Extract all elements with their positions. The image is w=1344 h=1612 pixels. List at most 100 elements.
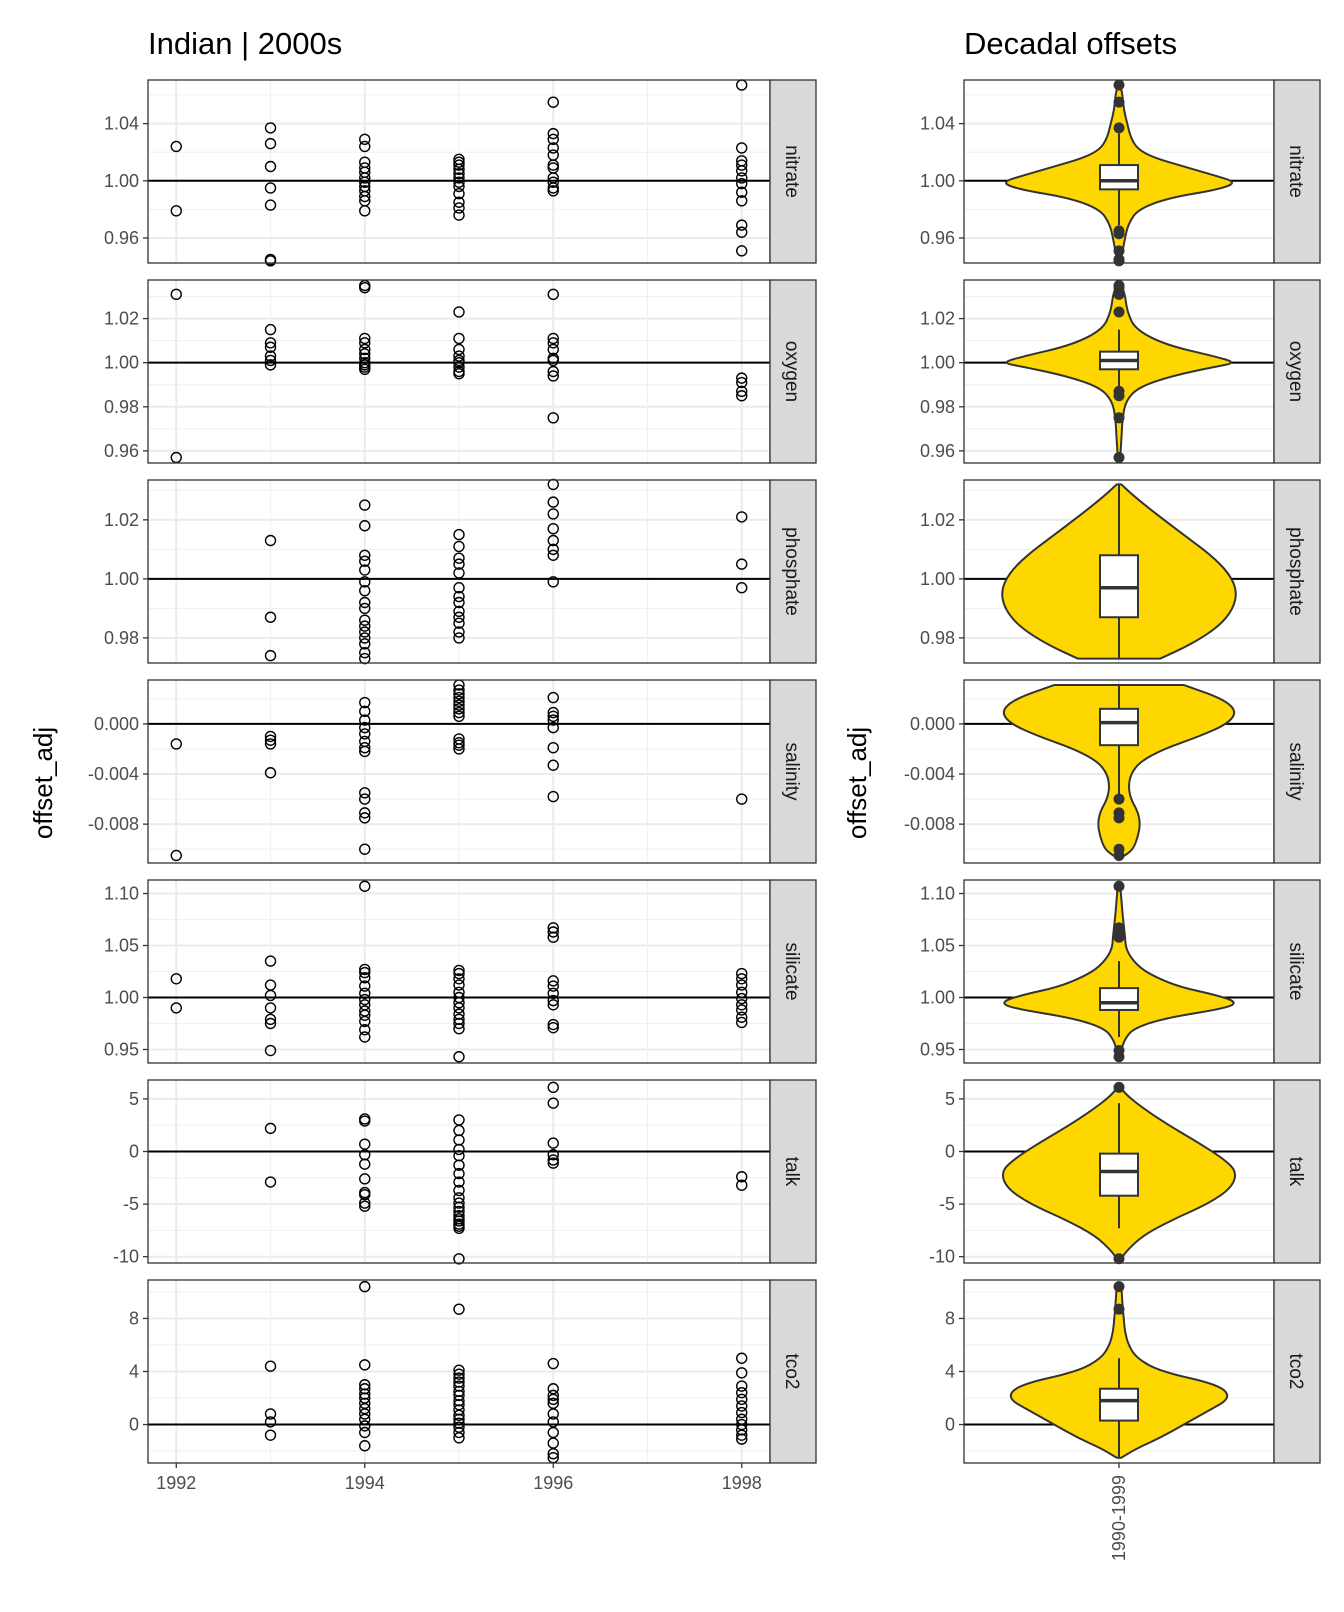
data-point-nitrate [453,167,465,180]
data-point-phosphate [359,638,371,650]
left-x-tick-label: 1994 [345,1473,385,1493]
data-point-tco2 [547,1408,559,1420]
data-point-talk [547,1148,559,1161]
data-point-salinity [359,728,371,740]
data-point-tco2 [453,1303,465,1315]
left-strip-label-salinity: salinity [781,742,802,801]
left-strip-label-silicate: silicate [781,942,802,1000]
left-chart-title: Indian | 2000s [148,26,342,61]
left-y-tick-label-silicate: 1.00 [104,987,139,1007]
left-y-tick-label-salinity: 0.000 [94,714,139,734]
right-y-tick-label-salinity: 0.000 [910,714,955,734]
data-point-salinity [264,738,277,750]
right-y-tick-label-tco2: 0 [945,1415,955,1435]
left-strip-label-talk: talk [781,1157,802,1187]
outlier-point-talk [1113,1253,1125,1265]
data-point-nitrate [359,172,371,184]
data-point-tco2 [547,1357,559,1370]
data-point-oxygen [547,370,559,382]
right-strip-silicate [1273,879,1321,1064]
outlier-point-nitrate [1113,228,1125,240]
data-point-silicate [547,987,559,1000]
right-y-axis-label: offset_adj [842,727,872,839]
data-point-salinity [547,691,559,704]
data-point-silicate [264,1044,277,1057]
right-y-tick-label-talk: -5 [939,1194,955,1214]
data-point-phosphate [547,496,559,508]
data-point-tco2 [264,1416,277,1428]
data-point-phosphate [359,584,371,597]
data-point-tco2 [453,1368,465,1380]
data-point-tco2 [453,1426,465,1439]
data-point-silicate [170,973,182,985]
data-point-nitrate [547,133,559,146]
data-point-silicate [264,1002,277,1014]
left-y-tick-label-phosphate: 1.02 [104,510,139,530]
data-point-talk [453,1143,465,1156]
data-point-oxygen [264,323,277,336]
data-point-oxygen [453,356,465,369]
data-point-silicate [736,973,748,985]
data-point-nitrate [359,133,371,146]
outlier-point-silicate [1113,880,1125,892]
data-point-phosphate [547,576,559,588]
left-y-tick-label-oxygen: 0.98 [104,397,139,417]
data-point-silicate [264,1013,277,1026]
left-y-tick-label-nitrate: 0.96 [104,228,139,248]
data-point-tco2 [547,1389,559,1402]
right-strip-label-salinity: salinity [1285,742,1306,801]
data-point-salinity [359,843,371,855]
data-point-nitrate [264,160,277,173]
data-point-oxygen [547,365,559,378]
right-y-tick-label-nitrate: 0.96 [920,228,955,248]
right-y-tick-label-talk: 5 [945,1089,955,1109]
data-point-salinity [264,734,277,746]
right-strip-label-talk: talk [1285,1157,1306,1187]
data-point-tco2 [359,1440,371,1452]
left-y-tick-label-phosphate: 0.98 [104,628,139,648]
data-point-salinity [359,807,371,819]
data-point-phosphate [453,552,465,564]
data-point-tco2 [736,1433,748,1445]
data-point-silicate [264,1017,277,1030]
right-y-tick-label-silicate: 1.05 [920,936,955,956]
left-y-tick-label-talk: -10 [113,1247,139,1267]
box-salinity [1099,707,1139,747]
data-point-silicate [547,931,559,943]
data-point-silicate [736,979,748,991]
left-strip-label-tco2: tco2 [781,1354,802,1390]
data-point-oxygen [359,332,371,345]
left-strip-salinity [769,679,817,864]
data-point-nitrate [264,137,277,150]
left-y-tick-label-phosphate: 1.00 [104,569,139,589]
data-point-silicate [359,966,371,979]
data-point-tco2 [359,1359,371,1371]
left-strip-label-phosphate: phosphate [781,527,802,616]
data-point-talk [547,1081,559,1094]
data-point-talk [359,1197,371,1209]
data-point-talk [359,1200,371,1212]
data-point-salinity [453,684,465,696]
data-point-oxygen [547,288,559,301]
data-point-talk [453,1215,465,1227]
right-strip-tco2 [1273,1279,1321,1464]
data-point-tco2 [736,1387,748,1399]
data-point-salinity [359,787,371,799]
data-point-phosphate [359,632,371,644]
right-y-tick-label-oxygen: 1.02 [920,309,955,329]
data-point-nitrate [547,176,559,188]
right-strip-talk [1273,1079,1321,1264]
data-point-phosphate [453,567,465,579]
left-x-tick-label: 1992 [156,1473,196,1493]
data-point-tco2 [453,1372,465,1384]
data-point-nitrate [453,172,465,184]
right-y-tick-label-phosphate: 0.98 [920,628,955,648]
right-y-tick-label-talk: -10 [929,1247,955,1267]
outlier-point-nitrate [1113,122,1125,134]
right-y-tick-label-nitrate: 1.04 [920,114,955,134]
data-point-salinity [359,714,371,726]
data-point-salinity [547,741,559,754]
data-point-silicate [547,1018,559,1031]
left-x-tick-label: 1998 [722,1473,762,1493]
